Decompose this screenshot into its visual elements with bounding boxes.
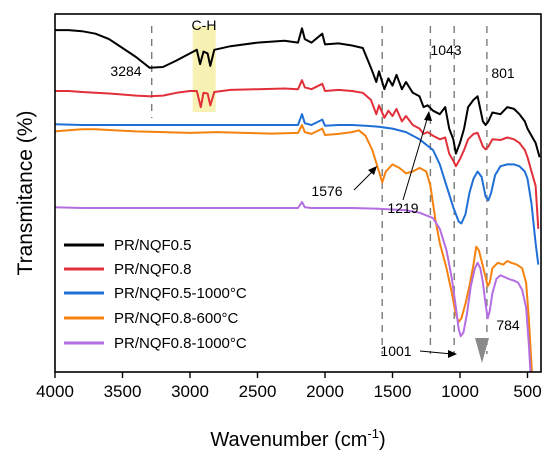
annotation-801: 801	[491, 65, 515, 81]
series-line-5	[55, 201, 532, 372]
annotation-1001: 1001	[380, 343, 411, 359]
legend-item: PR/NQF0.8-1000°C	[64, 335, 247, 352]
annotation-784: 784	[496, 317, 520, 333]
x-tick-label: 1000	[441, 382, 479, 401]
x-tick-label: 4000	[36, 382, 74, 401]
x-tick-label: 3000	[171, 382, 209, 401]
arrow-1001-head	[448, 350, 457, 358]
legend-label: PR/NQF0.8	[114, 261, 192, 278]
x-tick-label: 500	[513, 382, 541, 401]
annotation-1576: 1576	[311, 183, 342, 199]
annotation-3284: 3284	[110, 63, 141, 79]
annotation-arrows	[353, 111, 457, 358]
arrow-1219-head	[424, 111, 432, 121]
annotation-1219: 1219	[387, 200, 418, 216]
arrow-1219-line	[402, 115, 429, 201]
arrow-1576-line	[353, 169, 375, 191]
x-tick-label: 3500	[104, 382, 142, 401]
legend: PR/NQF0.5 PR/NQF0.8 PR/NQF0.5-1000°C PR/…	[64, 237, 247, 352]
x-tick-label: 2000	[306, 382, 344, 401]
series-line-3	[55, 113, 540, 265]
series-line-4	[55, 124, 533, 372]
series-line-1	[55, 27, 541, 158]
arrow-1001-line	[419, 350, 453, 355]
x-tick-label: 2500	[239, 382, 277, 401]
y-axis-title: Transmitance (%)	[14, 111, 37, 276]
x-ticks: 4000 3500 3000 2500 2000 1500 1000 500	[36, 372, 542, 401]
legend-item: PR/NQF0.8-600°C	[64, 310, 239, 327]
legend-item: PR/NQF0.5	[64, 237, 192, 254]
arrow-784-marker	[475, 338, 489, 363]
legend-label: PR/NQF0.5	[114, 237, 192, 254]
legend-label: PR/NQF0.8-600°C	[114, 310, 239, 327]
series-line-2	[55, 79, 540, 229]
annotation-1043: 1043	[430, 42, 461, 58]
legend-label: PR/NQF0.8-1000°C	[114, 335, 247, 352]
highlight-band	[192, 26, 216, 112]
legend-item: PR/NQF0.8	[64, 261, 192, 278]
x-axis-title: Wavenumber (cm-1)	[210, 426, 385, 451]
plot-frame	[54, 13, 542, 373]
legend-item: PR/NQF0.5-1000°C	[64, 285, 247, 302]
series-layer	[55, 27, 541, 372]
annotation-ch: C-H	[192, 17, 217, 33]
arrow-1576-head	[368, 166, 377, 175]
x-tick-label: 1500	[374, 382, 412, 401]
legend-label: PR/NQF0.5-1000°C	[114, 285, 247, 302]
